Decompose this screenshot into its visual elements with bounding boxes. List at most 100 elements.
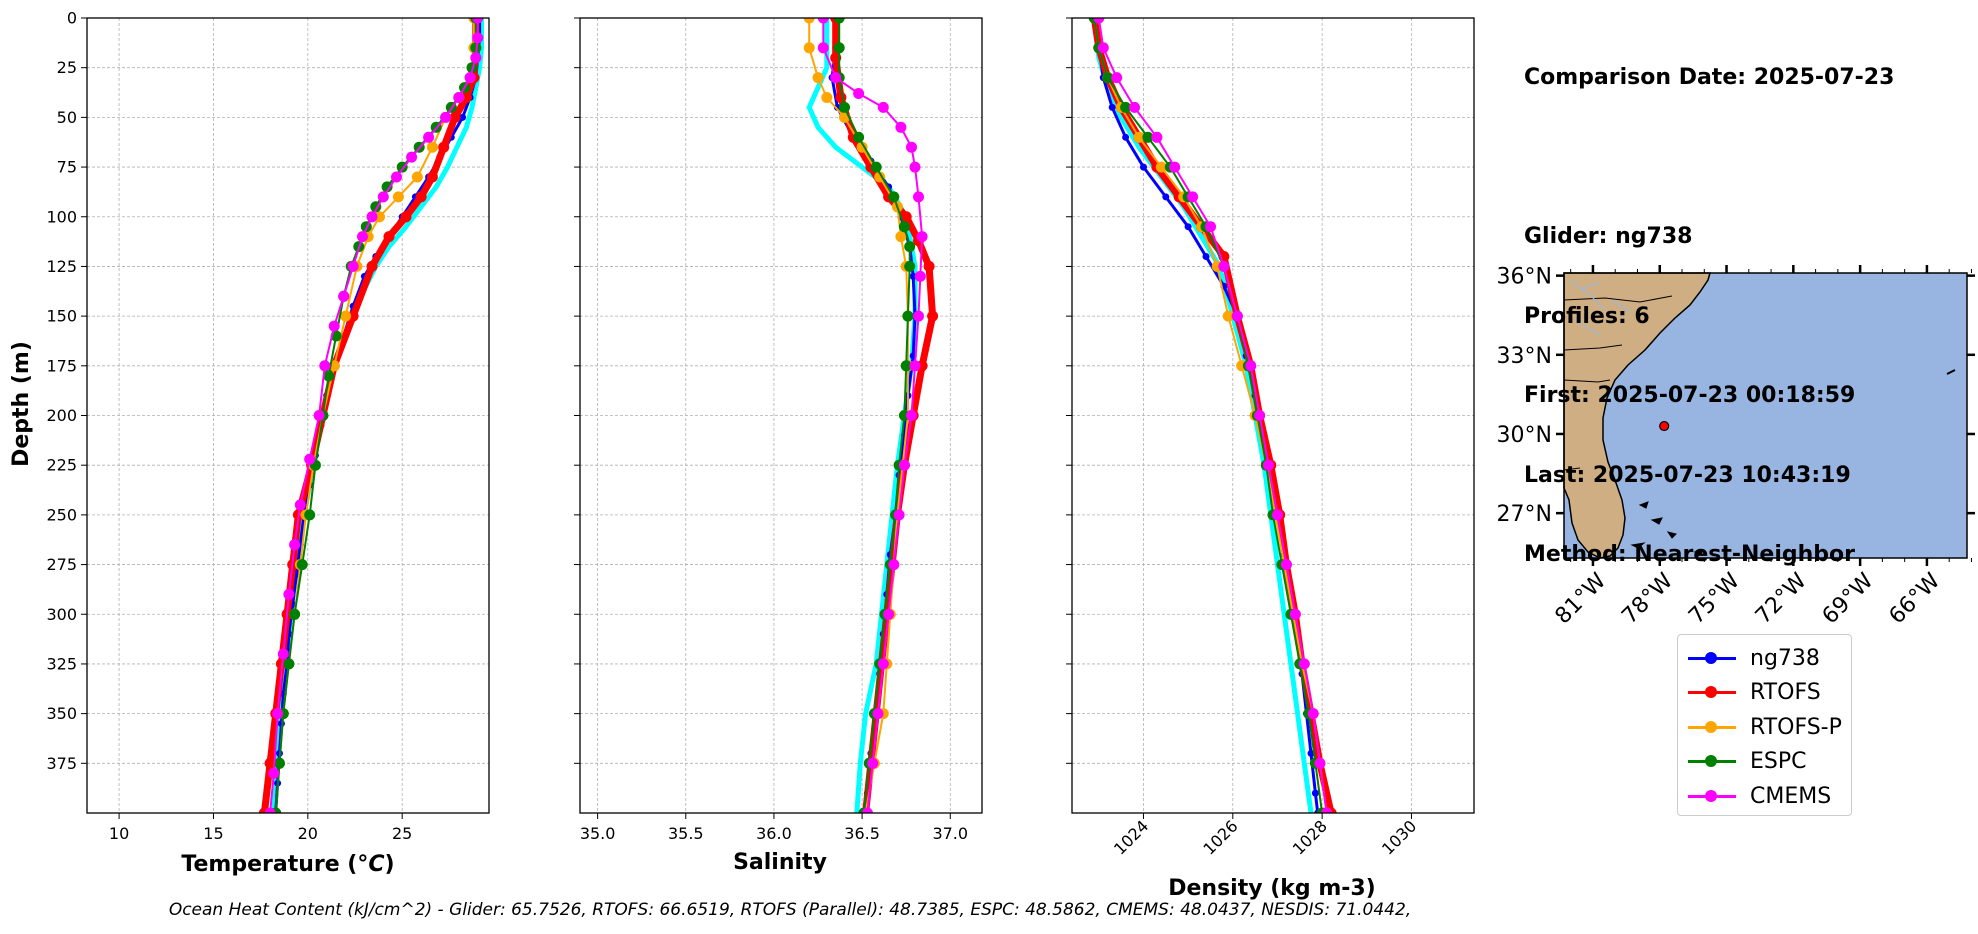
point-CMEMS <box>888 559 900 571</box>
legend-swatch <box>1688 755 1736 767</box>
point-ESPC <box>904 260 916 272</box>
point-RTOFS <box>366 260 378 272</box>
point-CMEMS <box>867 757 879 769</box>
point-RTOFS <box>264 757 276 769</box>
y-tick-label: 150 <box>46 307 77 326</box>
series-line-glider_raw <box>1091 18 1314 813</box>
point-ESPC <box>289 608 301 620</box>
series-group <box>803 18 939 813</box>
point-RTOFS <box>927 310 939 322</box>
map-lat-label: 33°N <box>1497 344 1552 369</box>
point-CMEMS <box>909 161 921 173</box>
x-axis-label-salinity: Salinity <box>733 850 827 875</box>
x-axis-label-density: Density (kg m-3) <box>1168 876 1376 901</box>
point-ESPC <box>833 18 845 24</box>
point-CMEMS <box>357 231 368 243</box>
y-tick-label: 50 <box>57 108 77 127</box>
point-CMEMS <box>895 121 907 133</box>
point-ESPC <box>900 360 912 372</box>
point-CMEMS <box>338 290 350 302</box>
point-ng738 <box>833 103 841 111</box>
point-CMEMS <box>877 101 889 113</box>
last-time: Last: 2025-07-23 10:43:19 <box>1524 462 1851 488</box>
point-CMEMS <box>1093 18 1105 24</box>
point-CMEMS <box>1169 161 1181 173</box>
point-ESPC <box>1120 101 1132 113</box>
map-rivers <box>1569 279 1631 336</box>
x-tick-label: 1024 <box>1110 816 1152 858</box>
x-tick-label: 1028 <box>1289 816 1331 858</box>
point-RTOFS-P <box>895 231 907 243</box>
y-tick-label: 200 <box>46 406 77 425</box>
point-CMEMS <box>313 410 325 421</box>
point-RTOFS-P <box>803 42 815 54</box>
point-CMEMS <box>1187 191 1199 203</box>
y-tick-label: 75 <box>57 158 77 177</box>
point-CMEMS <box>423 131 435 143</box>
x-tick-label: 35.0 <box>580 824 616 843</box>
series-group <box>258 18 484 813</box>
point-CMEMS <box>1289 608 1301 620</box>
map-states <box>1563 295 1673 471</box>
point-CMEMS <box>898 459 910 471</box>
point-CMEMS <box>817 42 829 54</box>
x-tick-label: 15 <box>203 824 223 843</box>
y-tick-label: 275 <box>46 555 77 574</box>
point-CMEMS <box>283 588 295 600</box>
point-RTOFS-P <box>856 141 868 153</box>
legend-item: ng738 <box>1688 643 1820 673</box>
point-RTOFS <box>438 141 450 153</box>
point-ESPC <box>870 161 882 173</box>
point-RTOFS <box>400 211 412 223</box>
point-ESPC <box>833 42 845 54</box>
profile-count: Profiles: 6 <box>1524 303 1650 329</box>
point-CMEMS <box>464 72 476 84</box>
point-RTOFS-P <box>411 171 423 183</box>
legend-marker <box>1705 686 1717 698</box>
point-CMEMS <box>366 211 378 223</box>
point-ESPC <box>904 241 916 253</box>
point-CMEMS <box>277 648 289 660</box>
point-CMEMS <box>391 171 402 183</box>
comparison-date: Comparison Date: 2025-07-23 <box>1524 65 1895 90</box>
point-CMEMS <box>893 509 905 521</box>
y-tick-label: 350 <box>46 704 77 723</box>
legend-item: RTOFS <box>1688 678 1821 708</box>
point-CMEMS <box>347 260 359 272</box>
point-CMEMS <box>906 141 917 153</box>
point-ESPC <box>902 310 914 322</box>
point-ESPC <box>888 191 900 203</box>
point-ng738 <box>1307 749 1315 757</box>
y-tick-label: 0 <box>67 9 77 28</box>
x-tick-label: 25 <box>392 824 412 843</box>
point-CMEMS <box>883 608 895 620</box>
point-CMEMS <box>817 18 829 24</box>
blank-line <box>1524 145 1894 172</box>
point-ESPC <box>381 181 393 193</box>
legend-label: RTOFS-P <box>1750 714 1842 740</box>
series-group <box>1088 18 1337 813</box>
panel-2: 1024 1026 1028 1030 <box>1066 17 1475 859</box>
point-ESPC <box>1142 131 1154 143</box>
point-ng738 <box>1311 789 1319 797</box>
legend-label: RTOFS <box>1750 680 1821 705</box>
point-RTOFS <box>383 231 395 243</box>
point-ESPC <box>1102 72 1114 84</box>
legend-swatch <box>1688 789 1736 802</box>
point-RTOFS-P <box>392 191 404 203</box>
y-tick-label: 250 <box>46 505 77 524</box>
map-land <box>1563 272 1711 559</box>
point-CMEMS <box>913 191 924 203</box>
first-time: First: 2025-07-23 00:18:59 <box>1524 383 1856 408</box>
y-tick-label: 100 <box>46 207 77 226</box>
point-RTOFS-P <box>1222 310 1234 322</box>
point-RTOFS-P <box>874 171 886 183</box>
point-CMEMS <box>916 231 928 243</box>
legend-swatch <box>1688 651 1736 664</box>
point-ng738 <box>1122 133 1130 141</box>
point-ESPC <box>839 101 850 113</box>
point-RTOFS <box>900 211 912 223</box>
profile-panels: 0 25 50 75 100 125 150 175 200 225 250 275 300 325 350… <box>46 9 1475 859</box>
legend-swatch <box>1688 686 1736 698</box>
point-ng738 <box>1108 103 1116 111</box>
